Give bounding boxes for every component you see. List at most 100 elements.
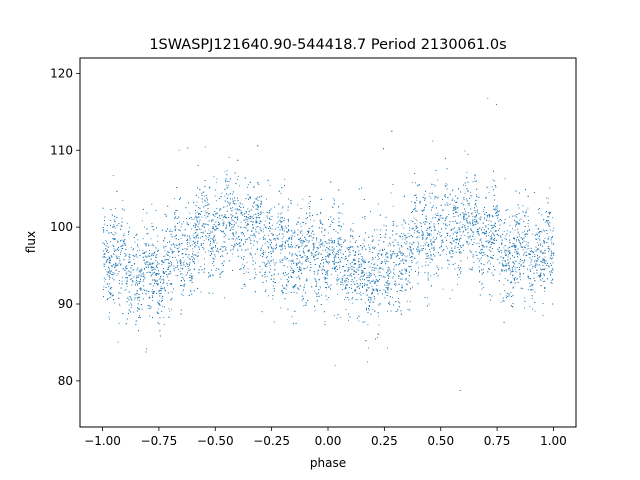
data-point: [291, 263, 293, 265]
data-point: [319, 286, 321, 288]
data-point: [245, 239, 247, 241]
data-point: [422, 221, 424, 223]
data-point: [530, 247, 532, 249]
data-point: [143, 251, 145, 253]
data-point: [544, 256, 546, 258]
data-point: [444, 194, 446, 195]
data-point: [505, 263, 507, 265]
data-point: [326, 299, 328, 301]
data-point: [170, 247, 171, 249]
data-point: [429, 228, 431, 230]
data-point: [241, 239, 243, 240]
data-point: [383, 275, 385, 277]
data-point: [117, 248, 119, 250]
data-point: [456, 230, 458, 232]
data-point: [527, 207, 529, 209]
data-point: [472, 220, 474, 222]
data-point: [131, 299, 132, 301]
data-point: [181, 234, 183, 236]
data-point: [156, 266, 158, 268]
data-point: [288, 237, 289, 239]
data-point: [503, 247, 505, 249]
data-point: [188, 242, 190, 244]
data-point: [406, 300, 408, 302]
data-point: [487, 224, 489, 226]
data-point: [442, 288, 444, 290]
data-point: [548, 216, 550, 218]
data-point: [110, 241, 112, 243]
data-point: [207, 237, 209, 239]
data-point: [197, 252, 199, 254]
data-point: [125, 288, 127, 290]
data-point: [369, 301, 371, 303]
data-point: [192, 251, 194, 253]
data-point: [128, 259, 130, 261]
data-point: [465, 212, 467, 214]
data-point: [546, 233, 548, 234]
data-point: [108, 268, 110, 269]
data-point: [368, 347, 369, 349]
data-point: [137, 281, 139, 283]
data-point: [314, 290, 316, 292]
data-point: [449, 194, 451, 196]
data-point: [430, 275, 432, 277]
data-point: [113, 254, 115, 255]
data-point: [146, 228, 148, 230]
data-point: [224, 181, 226, 183]
data-point: [236, 209, 238, 211]
data-point: [399, 249, 401, 251]
data-point: [255, 228, 256, 230]
data-point: [327, 232, 329, 234]
data-point: [148, 267, 149, 268]
data-point: [437, 267, 439, 269]
data-point: [427, 297, 428, 299]
data-point: [309, 208, 311, 210]
data-point: [408, 246, 410, 248]
data-point: [316, 293, 318, 295]
data-point: [240, 232, 242, 234]
data-point: [356, 240, 357, 242]
data-point: [538, 209, 540, 210]
data-point: [334, 259, 335, 261]
data-point: [180, 280, 182, 282]
data-point: [368, 287, 370, 289]
data-point: [118, 257, 120, 259]
data-point: [481, 272, 483, 274]
data-point: [216, 268, 218, 269]
data-point: [186, 240, 187, 242]
data-point: [524, 230, 525, 232]
data-point: [427, 233, 429, 235]
data-point: [358, 278, 360, 280]
data-point: [337, 274, 339, 276]
data-point: [527, 276, 529, 278]
data-point: [352, 292, 353, 294]
data-point: [327, 255, 329, 257]
data-point: [279, 245, 281, 247]
data-point: [371, 263, 373, 265]
data-point: [232, 232, 234, 234]
data-point: [172, 244, 174, 246]
data-point: [520, 246, 522, 248]
data-point: [476, 205, 477, 207]
data-point: [400, 272, 402, 274]
data-point: [364, 321, 366, 323]
data-point: [242, 233, 244, 235]
data-point: [430, 251, 432, 253]
data-point: [152, 262, 154, 264]
data-point: [395, 264, 397, 266]
data-point: [252, 221, 254, 223]
data-point: [528, 253, 530, 255]
data-point: [306, 261, 308, 263]
data-point: [422, 210, 424, 211]
data-point: [290, 270, 292, 271]
data-point: [232, 233, 234, 235]
data-point: [424, 244, 426, 246]
data-point: [303, 248, 304, 250]
data-point: [476, 243, 478, 245]
data-point: [463, 230, 465, 232]
data-point: [477, 228, 479, 230]
data-point: [491, 186, 493, 188]
data-point: [524, 297, 526, 299]
data-point: [421, 229, 423, 231]
data-point: [148, 243, 150, 245]
